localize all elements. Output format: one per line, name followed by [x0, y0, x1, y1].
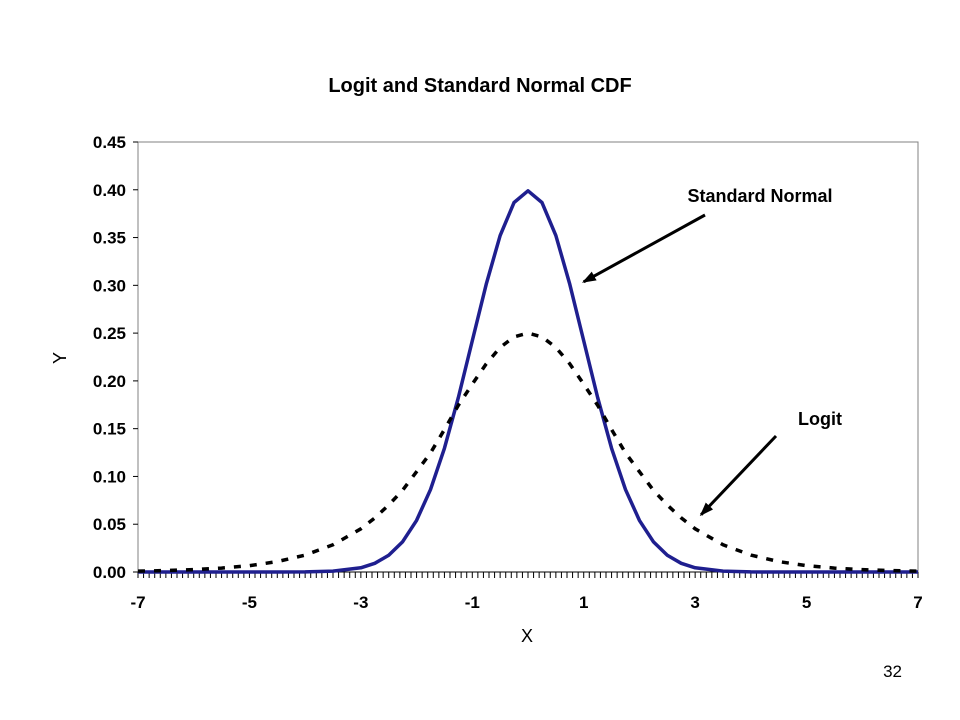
x-tick-label: 3: [690, 593, 699, 612]
chart-title: Logit and Standard Normal CDF: [328, 75, 631, 97]
y-tick-label: 0.15: [93, 420, 126, 439]
series-line-standard-normal: [138, 189, 918, 574]
x-tick-label: -3: [353, 593, 368, 612]
x-tick-label: -1: [465, 593, 480, 612]
y-tick-label: 0.30: [93, 276, 126, 295]
y-tick-label: 0.35: [93, 229, 126, 248]
x-axis-label: X: [521, 626, 533, 646]
y-axis-label: Y: [50, 352, 70, 364]
series-line-logit: [137, 331, 919, 573]
y-tick-label: 0.10: [93, 467, 126, 486]
x-tick-label: -7: [130, 593, 145, 612]
annotation-standard-normal-arrow: [581, 213, 706, 284]
y-tick-label: 0.05: [93, 515, 126, 534]
x-tick-label: 5: [802, 593, 811, 612]
y-tick-label: 0.00: [93, 563, 126, 582]
page-number: 32: [883, 662, 902, 681]
x-tick-label: 7: [913, 593, 922, 612]
annotations: Standard Normal Logit: [581, 186, 842, 517]
y-tick-label: 0.25: [93, 324, 126, 343]
annotation-logit-label: Logit: [798, 409, 842, 429]
x-axis: -7 -5 -3 -1 1 3 5 7: [130, 571, 923, 612]
y-tick-label: 0.40: [93, 181, 126, 200]
series-layer: [137, 189, 919, 574]
x-tick-label: -5: [242, 593, 257, 612]
y-tick-label: 0.45: [93, 133, 126, 152]
annotation-logit-arrow: [699, 434, 778, 517]
y-axis: 0.00 0.05 0.10 0.15 0.20 0.25 0.30 0.35 0.40 0.45: [93, 133, 138, 582]
plot-area: [137, 141, 919, 573]
annotation-standard-normal-label: Standard Normal: [687, 186, 832, 206]
y-tick-label: 0.20: [93, 372, 126, 391]
x-tick-label: 1: [579, 593, 588, 612]
